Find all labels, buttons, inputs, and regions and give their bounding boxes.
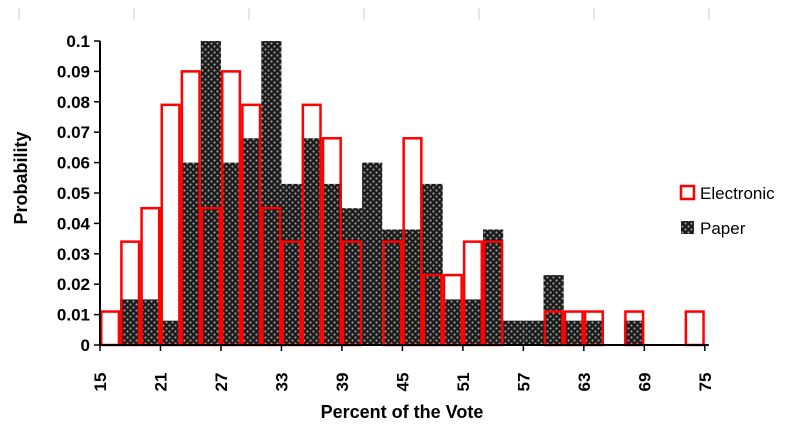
paper-bar-19 xyxy=(140,299,161,345)
paper-bar-35 xyxy=(301,138,322,345)
x-tick-label-10: 75 xyxy=(696,373,715,392)
y-tick-label-10: 0.1 xyxy=(66,32,90,51)
paper-bar-29 xyxy=(241,138,262,345)
paper-bar-53 xyxy=(483,229,504,345)
electronic-bar-15 xyxy=(100,310,121,347)
paper-bar-57 xyxy=(523,320,544,345)
paper-bar-37 xyxy=(321,183,342,345)
y-tick-label-9: 0.09 xyxy=(57,62,90,81)
legend-swatch-electronic xyxy=(679,184,696,201)
y-tick-label-0: 0 xyxy=(81,336,90,355)
paper-bar-33 xyxy=(281,183,302,345)
y-tick-label-4: 0.04 xyxy=(57,214,91,233)
paper-bar-43 xyxy=(382,229,403,345)
paper-bar-41 xyxy=(362,162,383,345)
paper-series xyxy=(120,41,645,345)
x-tick-label-9: 69 xyxy=(635,373,654,392)
paper-bar-59 xyxy=(543,275,564,345)
electronic-bar-21 xyxy=(160,103,181,347)
x-tick-label-6: 51 xyxy=(454,373,473,392)
x-tick-label-7: 57 xyxy=(514,373,533,392)
paper-bar-45 xyxy=(402,229,423,345)
x-tick-label-4: 39 xyxy=(333,373,352,392)
x-tick-label-3: 33 xyxy=(272,373,291,392)
paper-bar-25 xyxy=(200,41,221,345)
top-tick-marks xyxy=(18,8,710,20)
paper-bar-31 xyxy=(261,41,282,345)
legend-label-paper: Paper xyxy=(700,219,746,238)
x-tick-label-2: 27 xyxy=(212,373,231,392)
paper-bar-67 xyxy=(624,320,645,345)
y-tick-label-2: 0.02 xyxy=(57,275,90,294)
paper-bar-47 xyxy=(422,183,443,345)
x-tick-labels: 15 21 27 33 39 45 51 57 63 69 75 xyxy=(91,345,715,391)
paper-bar-17 xyxy=(120,299,141,345)
y-tick-label-8: 0.08 xyxy=(57,93,90,112)
x-tick-label-8: 63 xyxy=(575,373,594,392)
paper-bar-63 xyxy=(583,320,604,345)
paper-bar-49 xyxy=(442,299,463,345)
legend-label-electronic: Electronic xyxy=(700,184,775,203)
x-tick-label-5: 45 xyxy=(393,373,412,392)
paper-bar-21 xyxy=(160,320,181,345)
legend: Electronic Paper xyxy=(679,184,775,238)
paper-bar-39 xyxy=(341,208,363,345)
paper-bar-61 xyxy=(563,320,584,345)
x-tick-label-0: 15 xyxy=(91,373,110,392)
legend-swatch-paper xyxy=(681,221,694,234)
y-tick-label-5: 0.05 xyxy=(57,184,90,203)
y-tick-label-1: 0.01 xyxy=(57,306,90,325)
paper-bar-51 xyxy=(462,299,484,345)
y-tick-labels: 0 0.01 0.02 0.03 0.04 0.05 0.06 0.07 0.08 0.09 0.1 xyxy=(57,32,100,355)
electronic-bar-73 xyxy=(684,310,705,347)
paper-bar-55 xyxy=(503,320,524,345)
paper-bar-23 xyxy=(180,162,201,345)
x-tick-label-1: 21 xyxy=(151,373,170,392)
y-tick-label-7: 0.07 xyxy=(57,123,90,142)
y-axis-title: Probability xyxy=(11,131,31,224)
x-axis-title: Percent of the Vote xyxy=(321,402,484,422)
paper-bar-27 xyxy=(220,162,242,345)
y-tick-label-3: 0.03 xyxy=(57,245,90,264)
y-tick-label-6: 0.06 xyxy=(57,154,90,173)
